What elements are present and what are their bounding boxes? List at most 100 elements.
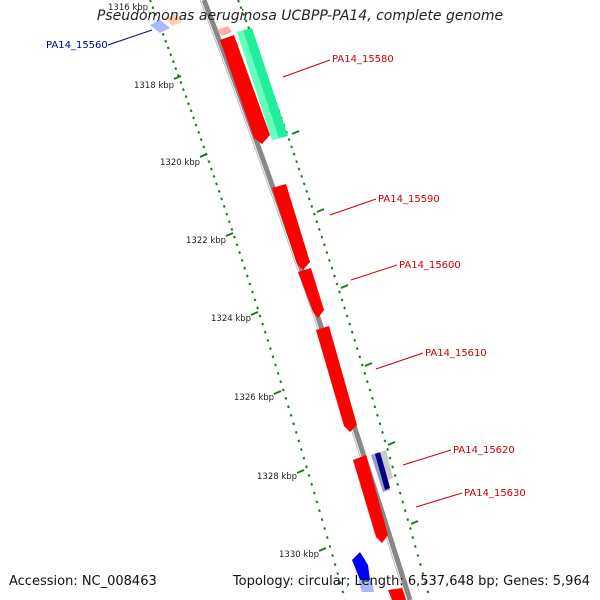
scale-dot (302, 456, 306, 460)
scale-dot (388, 456, 392, 460)
scale-dot (212, 174, 216, 178)
accession-text: Accession: NC_008463 (9, 574, 157, 589)
scale-dot (323, 526, 327, 531)
scale-dot (225, 212, 229, 216)
scale-label: 1322 kbp (186, 236, 226, 246)
scale-dot (189, 109, 193, 113)
gene-label-pa14-15590[interactable]: PA14_15590 (378, 194, 440, 205)
scale-dot (245, 274, 249, 278)
scale-dot (271, 355, 275, 359)
scale-label: 1320 kbp (160, 158, 200, 168)
scale-dot (217, 189, 221, 193)
scale-dot (418, 562, 422, 567)
scale-dot (341, 590, 345, 594)
gene-arrow-pa14-15620[interactable] (353, 455, 388, 543)
scale-dot (322, 243, 326, 247)
scale-dot (235, 243, 239, 247)
scale-dot (370, 396, 374, 400)
scale-dot (413, 544, 417, 549)
scale-dot (279, 380, 283, 384)
scale-dot (396, 482, 400, 486)
scale-dot (286, 405, 290, 409)
scale-dot (318, 509, 321, 513)
scale-dot (305, 465, 308, 469)
scale-dot (355, 347, 359, 351)
scale-dot (284, 396, 288, 400)
gene-labels: PA14_15560 PA14_15580 PA14_15590 PA14_15… (46, 40, 526, 499)
scale-dot (250, 290, 254, 294)
gene-arrow-small[interactable] (217, 26, 232, 36)
scale-dot (312, 491, 316, 495)
scale-dot (335, 282, 339, 286)
scale-dot (268, 347, 272, 351)
gene-label-pa14-15580[interactable]: PA14_15580 (332, 54, 394, 65)
scale-label: 1328 kbp (257, 472, 297, 482)
scale-dot (215, 182, 218, 186)
scale-dot (179, 80, 183, 85)
scale-dot (174, 67, 178, 71)
scale-dot (320, 518, 324, 522)
scale-dot (194, 123, 198, 127)
gene-arrow-faint-bottom[interactable] (358, 580, 374, 592)
gene-label-pa14-15620[interactable]: PA14_15620 (453, 445, 515, 456)
gene-arrow-blue-bottom[interactable] (352, 552, 370, 580)
scale-dot (294, 430, 298, 434)
scale-dot (383, 439, 387, 443)
scale-dot (320, 235, 324, 239)
scale-dot (378, 422, 382, 426)
scale-label: 1326 kbp (234, 393, 274, 403)
scale-dot (263, 330, 267, 334)
scale-label: 1316 kbp (108, 3, 148, 13)
scale-dot (266, 338, 270, 342)
scale-label: 1330 kbp (279, 550, 319, 560)
scale-dot (391, 465, 395, 469)
gene-label-pa14-15610[interactable]: PA14_15610 (425, 348, 487, 359)
scale-dot (338, 290, 342, 294)
scale-dot (222, 204, 226, 208)
scale-dot (365, 380, 369, 384)
gene-arrow-pa14-15600[interactable] (298, 268, 324, 318)
scale-dot (297, 167, 301, 171)
scale-dot (199, 138, 203, 142)
scale-dot (242, 12, 246, 16)
scale-dot (340, 298, 344, 302)
gene-label-pa14-15630[interactable]: PA14_15630 (464, 488, 526, 499)
scale-dot (227, 220, 231, 224)
scale-dot (232, 235, 236, 239)
scale-dot (253, 298, 257, 302)
scale-dot (238, 251, 242, 255)
gene-label-pa14-15600[interactable]: PA14_15600 (399, 260, 461, 271)
gene-arrow-red-bottom[interactable] (388, 588, 406, 600)
scale-dot (243, 266, 247, 270)
scale-dot (307, 197, 311, 201)
scale-dot (161, 32, 165, 36)
gene-arrow-pa14-15560[interactable] (150, 20, 170, 33)
scale-dot (423, 581, 427, 585)
scale-dot (426, 590, 430, 594)
gene-arrow-grey[interactable] (380, 450, 393, 480)
scale-dot (386, 447, 390, 452)
scale-dot (310, 482, 314, 486)
genome-title: Pseudomonas aeruginosa UCBPP-PA14, compl… (96, 8, 504, 24)
scale-dot (305, 189, 309, 193)
scale-dot (230, 227, 234, 231)
scale-dot (181, 88, 185, 92)
scale-dot (149, 0, 152, 3)
scale-dot (325, 251, 329, 255)
gene-arrow-pa14-15630-dark[interactable] (375, 452, 390, 490)
gene-arrow-pa14-15590[interactable] (272, 184, 310, 270)
scale-dots (149, 0, 432, 600)
gene-label-pa14-15560[interactable]: PA14_15560 (46, 40, 108, 51)
gene-arrow-pa14-15610[interactable] (316, 326, 357, 432)
scale-dot (202, 145, 206, 149)
scale-dot (154, 12, 158, 16)
scale-dot (368, 388, 372, 392)
scale-dot (197, 130, 201, 134)
gene-arrow-pa14-15550[interactable] (166, 14, 182, 26)
scale-dot (338, 581, 342, 585)
scale-dot (381, 430, 384, 434)
scale-dot (220, 197, 224, 201)
gene-arrow-red-1[interactable] (220, 35, 270, 144)
